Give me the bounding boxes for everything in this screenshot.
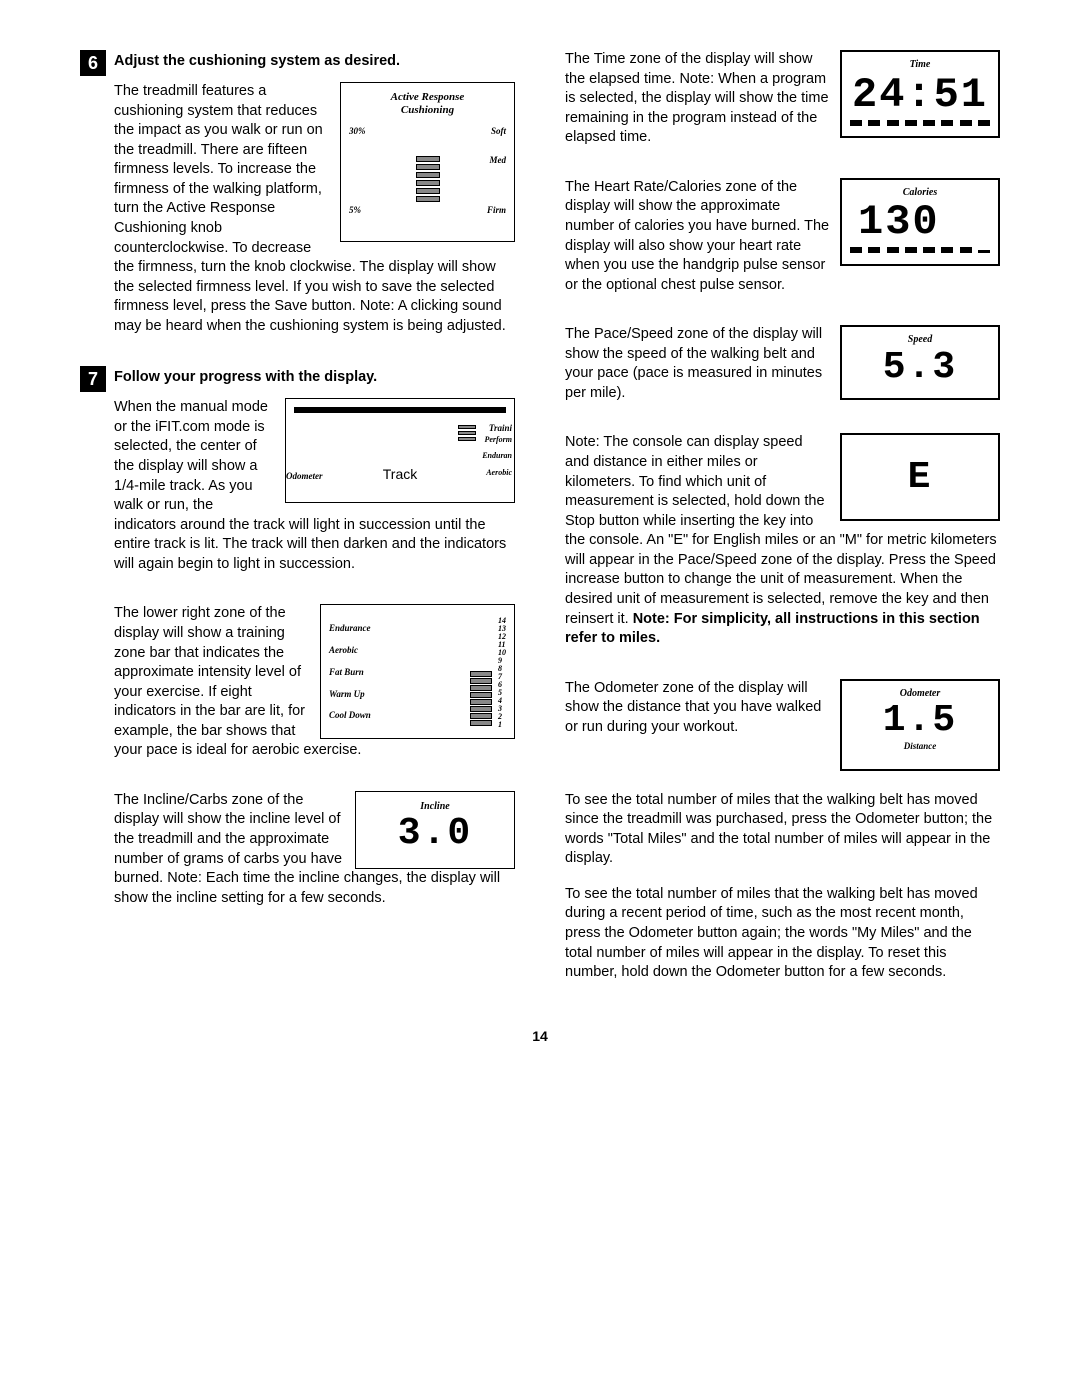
incline-label: Incline — [356, 800, 514, 814]
step-6-header: 6 Adjust the cushioning system as desire… — [80, 50, 515, 76]
odometer-sublabel: Distance — [848, 740, 992, 752]
time-label: Time — [848, 58, 992, 72]
incline-value: 3.0 — [356, 815, 514, 853]
cushion-top-right: Soft — [491, 125, 506, 137]
speed-value: 5.3 — [848, 349, 992, 387]
cushion-top-left: 30% — [349, 125, 366, 137]
odometer-label: Odometer — [848, 687, 992, 701]
track-diagram: Traini Perform Enduran Aerobic Odometer … — [285, 398, 515, 503]
calories-value: 130 — [848, 201, 992, 243]
cushion-bot-left: 5% — [349, 204, 361, 216]
incline-display: Incline 3.0 — [355, 791, 515, 869]
track-label: Track — [383, 465, 417, 484]
my-miles-paragraph: To see the total number of miles that th… — [565, 885, 1000, 983]
calories-display: Calories 130 — [840, 178, 1000, 266]
calories-label: Calories — [848, 186, 992, 200]
page-number: 14 — [80, 1027, 1000, 1046]
step-7-zone-block: Endurance Aerobic Fat Burn Warm Up Cool … — [114, 604, 515, 775]
left-column: 6 Adjust the cushioning system as desire… — [80, 50, 515, 999]
step-7-number: 7 — [80, 366, 106, 392]
step-7-title: Follow your progress with the display. — [114, 366, 377, 388]
speed-block: Speed 5.3 The Pace/Speed zone of the dis… — [565, 325, 1000, 417]
training-zone-diagram: Endurance Aerobic Fat Burn Warm Up Cool … — [320, 604, 515, 739]
speed-display: Speed 5.3 — [840, 325, 1000, 400]
unit-block: E Note: The console can display speed an… — [565, 433, 1000, 662]
total-miles-paragraph: To see the total number of miles that th… — [565, 791, 1000, 869]
odometer-value: 1.5 — [848, 702, 992, 740]
zone-labels: Endurance Aerobic Fat Burn Warm Up Cool … — [329, 617, 464, 726]
unit-value: E — [908, 459, 933, 497]
odometer-display: Odometer 1.5 Distance — [840, 679, 1000, 771]
step-6-title: Adjust the cushioning system as desired. — [114, 50, 400, 72]
time-block: Time 24:51 The Time zone of the display … — [565, 50, 1000, 162]
cushion-mid: Med — [490, 154, 507, 166]
cushioning-diagram: Active Response Cushioning 30% Soft Med — [340, 82, 515, 242]
unit-display: E — [840, 433, 1000, 521]
step-6-number: 6 — [80, 50, 106, 76]
time-display: Time 24:51 — [840, 50, 1000, 138]
cushion-title-2: Cushioning — [349, 104, 506, 117]
cushion-bot-right: Firm — [487, 204, 506, 216]
odometer-block: Odometer 1.5 Distance The Odometer zone … — [565, 679, 1000, 775]
page-columns: 6 Adjust the cushioning system as desire… — [80, 50, 1000, 999]
step-7-incline-block: Incline 3.0 The Incline/Carbs zone of th… — [114, 791, 515, 922]
step-7-track-block: Traini Perform Enduran Aerobic Odometer … — [114, 398, 515, 588]
cushion-title-1: Active Response — [349, 91, 506, 104]
calories-block: Calories 130 The Heart Rate/Calories zon… — [565, 178, 1000, 309]
time-value: 24:51 — [848, 74, 992, 116]
right-column: Time 24:51 The Time zone of the display … — [565, 50, 1000, 999]
speed-label: Speed — [848, 333, 992, 347]
step-7-header: 7 Follow your progress with the display. — [80, 366, 515, 392]
step-6-body: Active Response Cushioning 30% Soft Med — [114, 82, 515, 350]
zone-numbers: 1413 1211 109 87 65 43 21 — [498, 617, 506, 726]
